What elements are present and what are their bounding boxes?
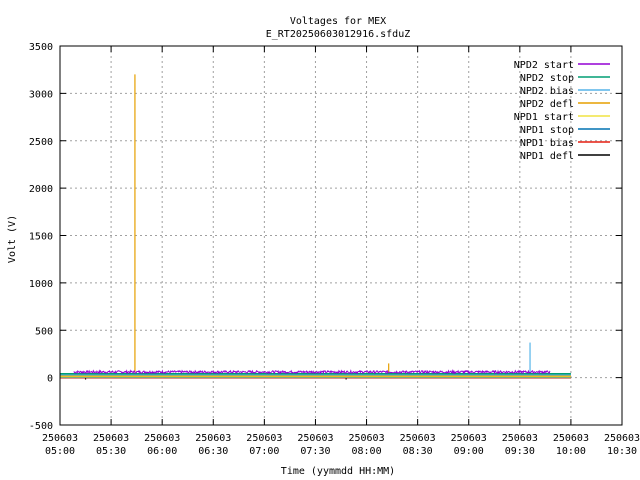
x-tick-date-label: 250603 — [297, 433, 333, 444]
x-tick-time-label: 05:00 — [45, 446, 75, 457]
chart-title: Voltages for MEX — [290, 16, 386, 27]
legend: NPD2 start NPD2 stop NPD2 bias NPD2 defl NPD… — [514, 60, 610, 162]
axis-ticks: 3500300025002000150010005000-50025060305… — [29, 42, 640, 457]
x-tick-date-label: 250603 — [604, 433, 640, 444]
y-axis-label: Volt (V) — [7, 215, 18, 263]
legend-label: NPD1 bias — [520, 138, 574, 149]
series-lines — [60, 74, 571, 380]
chart-subtitle: E_RT20250603012916.sfduZ — [266, 29, 411, 40]
x-tick-time-label: 08:30 — [403, 446, 433, 457]
y-tick-label: 1500 — [29, 232, 53, 243]
x-tick-time-label: 08:00 — [351, 446, 381, 457]
x-tick-date-label: 250603 — [93, 433, 129, 444]
x-tick-date-label: 250603 — [553, 433, 589, 444]
x-tick-time-label: 06:00 — [147, 446, 177, 457]
x-tick-date-label: 250603 — [502, 433, 538, 444]
x-tick-date-label: 250603 — [451, 433, 487, 444]
x-tick-date-label: 250603 — [144, 433, 180, 444]
x-tick-date-label: 250603 — [348, 433, 384, 444]
x-axis-label: Time (yymmdd HH:MM) — [281, 466, 395, 477]
legend-label: NPD1 start — [514, 112, 574, 123]
x-tick-time-label: 10:00 — [556, 446, 586, 457]
legend-label: NPD1 defl — [520, 151, 574, 162]
y-tick-label: 3000 — [29, 89, 53, 100]
y-tick-label: 2000 — [29, 184, 53, 195]
x-tick-time-label: 10:30 — [607, 446, 637, 457]
x-tick-date-label: 250603 — [400, 433, 436, 444]
y-tick-label: 0 — [47, 374, 53, 385]
x-tick-time-label: 05:30 — [96, 446, 126, 457]
y-tick-label: 500 — [35, 326, 53, 337]
legend-label: NPD2 stop — [520, 73, 574, 84]
x-tick-date-label: 250603 — [246, 433, 282, 444]
y-tick-label: -500 — [29, 421, 53, 432]
y-tick-label: 2500 — [29, 137, 53, 148]
x-tick-date-label: 250603 — [42, 433, 78, 444]
y-tick-label: 1000 — [29, 279, 53, 290]
legend-label: NPD2 start — [514, 60, 574, 71]
series-line — [73, 369, 551, 375]
legend-label: NPD1 stop — [520, 125, 574, 136]
x-tick-time-label: 09:30 — [505, 446, 535, 457]
x-tick-time-label: 07:00 — [249, 446, 279, 457]
x-tick-time-label: 09:00 — [454, 446, 484, 457]
x-tick-time-label: 07:30 — [300, 446, 330, 457]
x-tick-date-label: 250603 — [195, 433, 231, 444]
legend-label: NPD2 defl — [520, 99, 574, 110]
x-tick-time-label: 06:30 — [198, 446, 228, 457]
y-tick-label: 3500 — [29, 42, 53, 53]
legend-label: NPD2 bias — [520, 86, 574, 97]
plot-frame — [59, 45, 623, 426]
